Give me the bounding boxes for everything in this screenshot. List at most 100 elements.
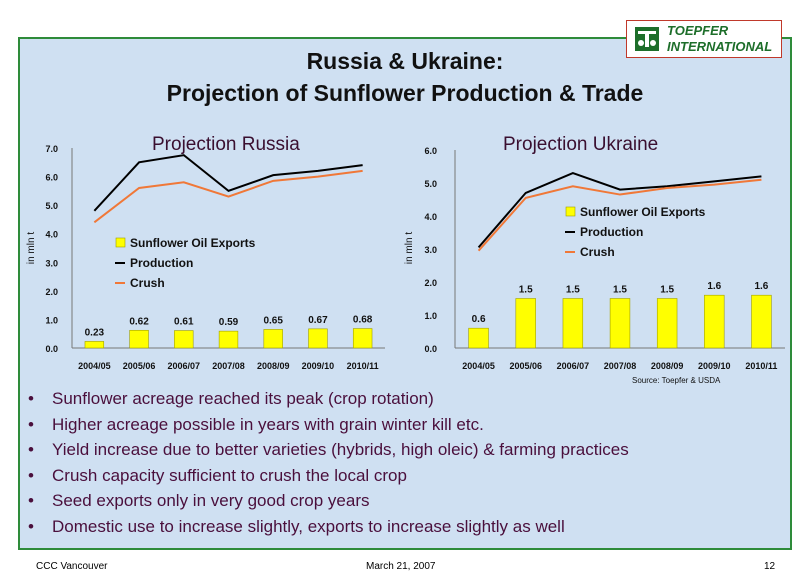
slide-title-line2: Projection of Sunflower Production & Tra… [166,80,644,106]
bar-data-label: 1.5 [566,285,580,296]
bar-oil-exports [609,298,631,349]
footer-left: CCC Vancouver [36,561,108,572]
x-tick-label: 2009/10 [698,361,731,371]
x-tick-label: 2004/05 [462,361,495,371]
line-crush [93,169,363,224]
bullet-text: Domestic use to increase slightly, expor… [52,516,565,536]
bar-data-label: 0.61 [174,317,194,328]
line-production [477,172,762,249]
bar-data-label: 1.6 [707,281,721,292]
bullet-text: Sunflower acreage reached its peak (crop… [52,389,434,408]
y-tick-label: 0.0 [45,344,58,354]
company-logo: TOEPFER INTERNATIONAL [626,20,782,58]
x-tick-label: 2007/08 [604,361,637,371]
y-tick-label: 3.0 [45,258,58,268]
y-axis-label: in mln t [26,232,37,264]
bar-data-label: 1.5 [519,285,533,296]
y-tick-label: 5.0 [424,179,437,189]
bar-oil-exports [84,341,105,349]
bar-data-label: 1.5 [660,285,674,296]
y-tick-label: 0.0 [424,344,437,354]
bullet-marker: • [28,389,34,408]
bullet-marker: • [28,440,34,459]
bar-data-label: 0.65 [263,315,283,326]
legend-label: Production [130,256,193,270]
y-tick-label: 7.0 [45,144,58,154]
bar-oil-exports [468,327,489,349]
footer-date: March 21, 2007 [366,561,436,572]
bullet-list: • Sunflower acreage reached its peak (cro… [28,386,629,539]
bar-oil-exports [218,330,239,349]
x-tick-label: 2005/06 [123,361,156,371]
x-tick-label: 2009/10 [302,361,335,371]
bullet-marker: • [28,465,34,485]
x-tick-label: 2004/05 [78,361,111,371]
legend-label: Production [580,225,643,239]
slide-panel [18,37,792,550]
legend-label: Crush [130,276,165,290]
bullet-text: Higher acreage possible in years with gr… [52,414,484,434]
y-axis-label: in mln t [404,232,415,264]
chart-title: Projection Ukraine [503,134,658,155]
bullet-item: • Seed exports only in very good crop yea… [28,488,629,514]
x-tick-label: 2006/07 [557,361,590,371]
x-tick-label: 2007/08 [212,361,245,371]
bullet-item: • Yield increase due to better varieties … [28,437,629,463]
legend-label: Sunflower Oil Exports [580,205,706,219]
bar-data-label: 0.62 [129,316,149,327]
bullet-marker: • [28,414,34,434]
logo-emblem-icon [635,27,659,51]
bar-data-label: 0.6 [472,314,486,325]
x-tick-label: 2008/09 [257,361,290,371]
x-tick-label: 2005/06 [509,361,542,371]
bullet-text: Crush capacity sufficient to crush the l… [52,465,407,485]
logo-text-line2: INTERNATIONAL [667,39,773,54]
x-tick-label: 2006/07 [168,361,201,371]
y-tick-label: 4.0 [45,230,58,240]
bar-data-label: 1.5 [613,285,627,296]
source-note: Source: Toepfer & USDA [632,376,721,385]
y-tick-label: 5.0 [45,201,58,211]
bar-oil-exports [656,298,678,349]
y-tick-label: 1.0 [45,315,58,325]
bar-oil-exports [352,328,373,349]
x-tick-label: 2010/11 [347,361,379,371]
bar-oil-exports [562,298,584,349]
legend-label: Crush [580,245,615,259]
bar-data-label: 0.59 [219,317,239,328]
bar-oil-exports [129,329,149,349]
bullet-item: • Crush capacity sufficient to crush the … [28,463,629,489]
chart-title: Projection Russia [152,134,300,155]
slide-title-line1: Russia & Ukraine: [306,48,504,74]
bar-oil-exports [174,330,194,349]
y-tick-label: 2.0 [424,278,437,288]
bullet-item: • Higher acreage possible in years with g… [28,412,629,438]
y-tick-label: 6.0 [45,173,58,183]
bar-data-label: 0.23 [85,327,105,338]
bar-oil-exports [263,329,283,349]
y-tick-label: 6.0 [424,146,437,156]
y-tick-label: 4.0 [424,212,437,222]
bullet-item: • Sunflower acreage reached its peak (cro… [28,386,629,412]
bar-data-label: 1.6 [754,281,768,292]
bullet-text: Seed exports only in very good crop year… [52,491,370,510]
bullet-text: Yield increase due to better varieties (… [52,440,629,459]
logo-text-line1: TOEPFER [667,23,729,38]
line-crush [477,178,762,252]
bar-data-label: 0.67 [308,315,328,326]
y-tick-label: 2.0 [45,287,58,297]
bullet-marker: • [28,491,34,510]
legend-swatch-oil-exports [115,237,126,248]
bar-oil-exports [751,294,772,349]
x-tick-label: 2010/11 [745,361,777,371]
bullet-item: • Domestic use to increase slightly, expo… [28,514,629,540]
legend-swatch-oil-exports [565,206,576,217]
legend-label: Sunflower Oil Exports [130,236,256,250]
line-production [93,154,363,212]
y-tick-label: 1.0 [424,311,437,321]
bar-data-label: 0.68 [353,315,373,326]
y-tick-label: 3.0 [424,245,437,255]
bar-oil-exports [308,328,328,349]
bar-oil-exports [515,298,536,349]
